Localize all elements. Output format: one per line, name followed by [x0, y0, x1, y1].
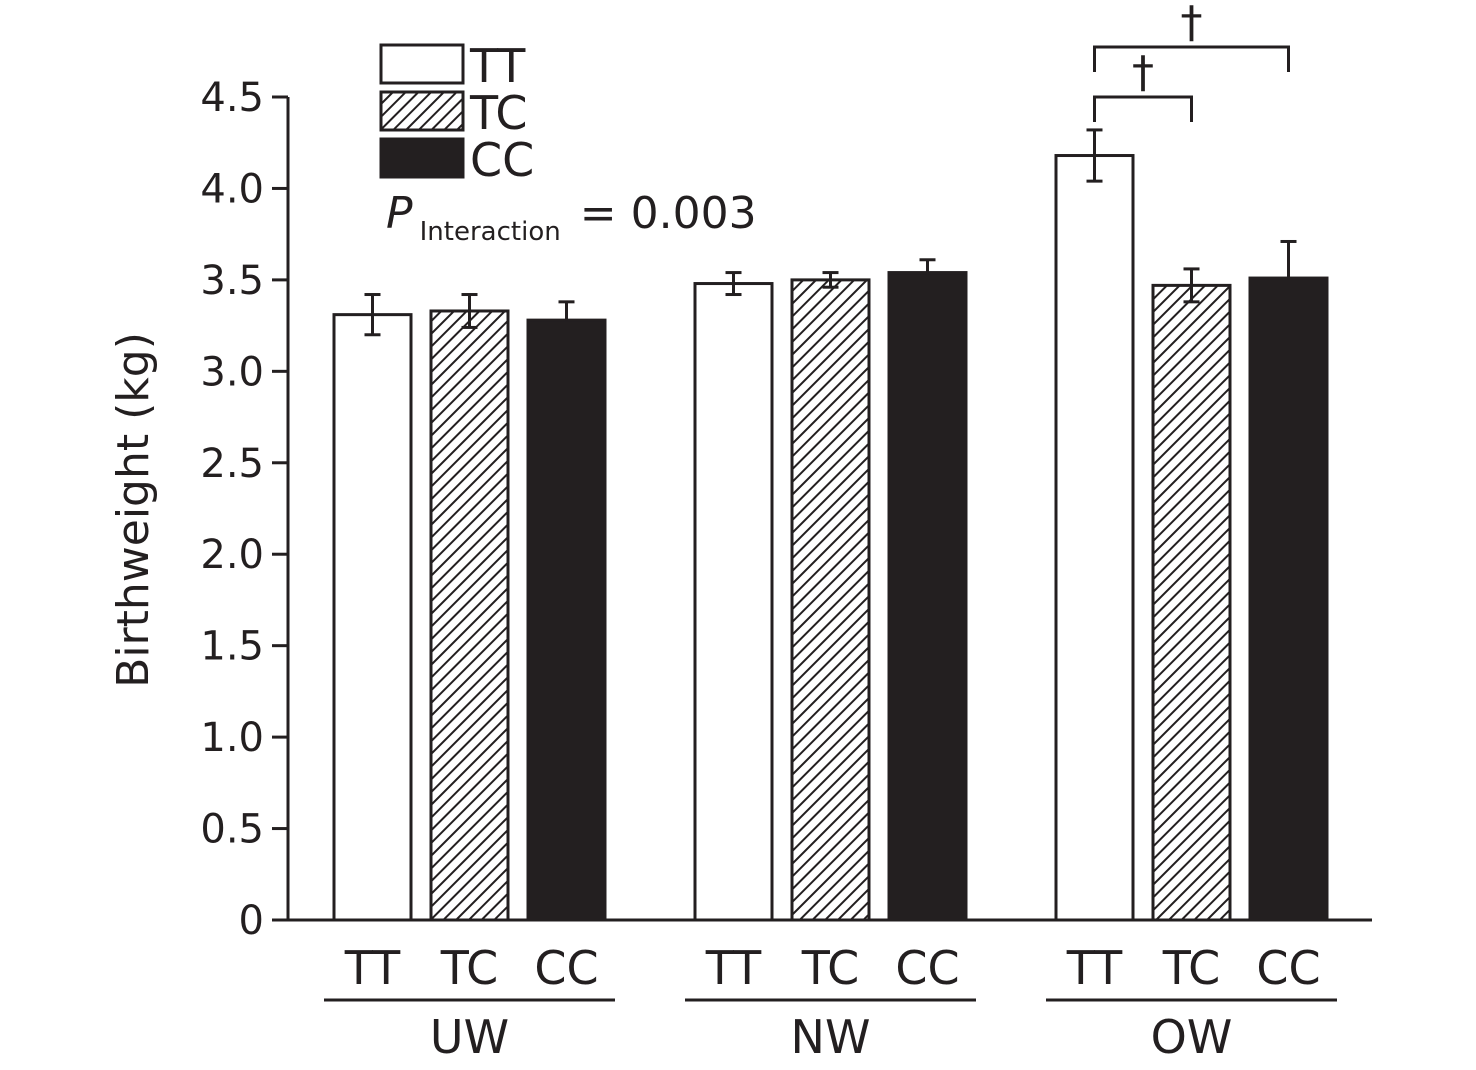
legend-label-tt: TT [469, 39, 526, 93]
x-tick-label-cc: CC [534, 941, 598, 995]
significance-marker: † [1181, 0, 1203, 48]
legend: TT TC CC [379, 39, 534, 187]
error-bar-ow-tt [1086, 128, 1103, 183]
error-bar-nw-tc [822, 271, 839, 289]
y-tick-label: 4.5 [200, 75, 264, 121]
x-tick-label-tc: TC [440, 941, 499, 995]
y-tick-label: 3.0 [200, 349, 264, 395]
x-axis-labels: TT TC CC UW TT TC CC NW TT TC CC OW [324, 941, 1337, 1064]
error-bar-nw-tt [725, 271, 742, 297]
p-symbol: P [386, 188, 413, 239]
legend-swatch-tc [379, 90, 465, 132]
x-tick-label-cc: CC [895, 941, 959, 995]
x-tick-label-tt: TT [344, 941, 401, 995]
y-tick-label: 0 [239, 898, 264, 944]
x-tick-label-tt: TT [1066, 941, 1123, 995]
y-tick-label: 4.0 [200, 166, 264, 212]
group-label-uw: UW [430, 1010, 509, 1064]
x-tick-label-tt: TT [705, 941, 762, 995]
p-subscript: Interaction [420, 217, 561, 247]
x-tick-label-tc: TC [801, 941, 860, 995]
y-tick-label: 1.0 [200, 715, 264, 761]
bar-ow-tc [1151, 283, 1232, 922]
bar-uw-cc [526, 318, 607, 922]
error-bar-ow-tc [1183, 267, 1200, 304]
bar-ow-tt [1054, 154, 1135, 922]
significance-brackets: †† [1093, 0, 1290, 122]
x-tick-label-tc: TC [1162, 941, 1221, 995]
legend-swatch-cc [379, 137, 465, 179]
bar-nw-cc [887, 271, 968, 922]
bar-nw-tc [790, 278, 871, 922]
x-tick-label-cc: CC [1256, 941, 1320, 995]
bar-uw-tt [332, 313, 413, 922]
error-bar-nw-cc [919, 258, 936, 273]
y-tick-label: 3.5 [200, 258, 264, 304]
bar-ow-cc [1248, 276, 1329, 922]
significance-bracket: † [1093, 0, 1290, 72]
group-label-ow: OW [1151, 1010, 1233, 1064]
error-bar-uw-cc [558, 300, 575, 321]
legend-label-cc: CC [470, 133, 534, 187]
group-label-nw: NW [791, 1010, 871, 1064]
p-interaction-annotation: P Interaction = 0.003 [386, 188, 757, 247]
legend-label-tc: TC [469, 86, 528, 140]
bar-uw-tc [429, 309, 510, 922]
legend-swatch-tt [379, 43, 465, 85]
bar-nw-tt [693, 282, 774, 922]
y-tick-label: 0.5 [200, 807, 264, 853]
axes: 0 0.5 1.0 1.5 2.0 2.5 3.0 3.5 4.0 4.5 [200, 75, 1372, 944]
y-tick-label: 1.5 [200, 624, 264, 670]
y-tick-label: 2.5 [200, 441, 264, 487]
error-bar-ow-cc [1280, 239, 1297, 279]
error-bar-uw-tt [364, 293, 381, 337]
y-tick-label: 2.0 [200, 532, 264, 578]
y-axis-title: Birthweight (kg) [108, 332, 159, 688]
error-bar-uw-tc [461, 293, 478, 329]
p-value: = 0.003 [580, 188, 757, 239]
significance-marker: † [1132, 47, 1154, 98]
significance-bracket: † [1093, 47, 1193, 122]
bars [332, 128, 1329, 922]
